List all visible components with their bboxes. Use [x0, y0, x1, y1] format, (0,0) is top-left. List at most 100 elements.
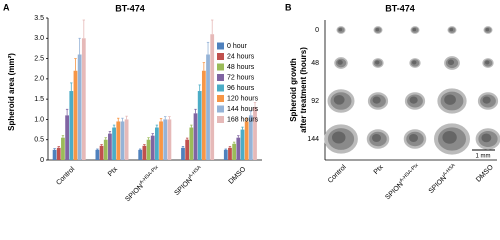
- spheroid-core: [481, 133, 492, 143]
- y-tick-label: 2.5: [34, 55, 44, 62]
- label-text: Ptx: [107, 165, 119, 177]
- bar: [206, 54, 210, 161]
- spheroid-core: [444, 94, 456, 105]
- bar: [95, 149, 100, 160]
- x-tick-label: SPIONA-HSA-Ptx: [383, 162, 422, 201]
- label-superscript: A-HSA: [442, 162, 458, 178]
- legend-label: 144 hours: [227, 106, 259, 113]
- bar: [185, 139, 190, 160]
- y-tick-label: 0: [40, 157, 44, 164]
- x-tick-label: Control: [327, 163, 348, 184]
- bar: [167, 119, 172, 160]
- legend-label: 96 hours: [227, 85, 255, 92]
- spheroid-core: [375, 28, 380, 32]
- bar: [69, 91, 74, 160]
- x-tick-label: SPIONA-HSA: [426, 162, 459, 195]
- x-tick-label: Ptx: [107, 165, 119, 177]
- legend-swatch: [217, 105, 224, 113]
- panel-title: BT-474: [385, 3, 415, 13]
- spheroid-core: [482, 96, 491, 104]
- spheroid-core: [442, 131, 457, 144]
- spheroid-core: [412, 28, 417, 32]
- y-tick-label: 1.0: [34, 116, 44, 123]
- label-text: Ptx: [373, 163, 385, 175]
- spheroid-core: [409, 96, 418, 104]
- bar: [112, 127, 116, 160]
- legend-swatch: [217, 116, 224, 123]
- bar: [108, 133, 112, 160]
- x-tick-label: SPIONA-HSA: [172, 164, 205, 197]
- label-text: Control: [55, 165, 76, 186]
- bar: [73, 70, 78, 160]
- bar: [146, 139, 151, 160]
- spheroid-core: [333, 95, 345, 105]
- legend-label: 0 hour: [227, 43, 248, 50]
- label-text: Control: [327, 163, 348, 184]
- x-tick-label: Control: [55, 165, 76, 186]
- figure: A B BT-474 BT-474 Spheroid area (mm²) Sp…: [3, 2, 500, 203]
- bar: [223, 149, 228, 160]
- label-superscript: A-HSA-Ptx: [139, 164, 161, 186]
- legend-swatch: [217, 63, 224, 71]
- bar: [181, 147, 185, 160]
- label-superscript: A-HSA-Ptx: [399, 162, 421, 184]
- bar: [81, 38, 86, 160]
- spheroid-core: [449, 28, 454, 32]
- spheroid-core: [412, 60, 417, 65]
- bar: [138, 149, 143, 160]
- bar: [244, 121, 249, 160]
- bar: [240, 129, 245, 160]
- bar: [124, 119, 129, 160]
- bar: [189, 127, 194, 160]
- label-text: DMSO: [228, 165, 248, 185]
- x-tick-label: Ptx: [373, 163, 385, 175]
- spheroid-core: [337, 60, 343, 65]
- bar: [52, 149, 57, 160]
- legend-swatch: [217, 84, 224, 92]
- spheroid-core: [338, 28, 343, 32]
- legend-swatch: [217, 42, 224, 50]
- panel-label: B: [285, 2, 292, 12]
- bar: [120, 121, 125, 160]
- bar: [248, 115, 253, 160]
- legend-swatch: [217, 74, 224, 81]
- spheroid-core: [375, 60, 380, 65]
- y-axis-label: after treatment (hours): [299, 47, 308, 133]
- legend-label: 168 hours: [227, 116, 259, 123]
- label-superscript: A-HSA: [188, 164, 204, 180]
- legend-label: 120 hours: [227, 95, 259, 102]
- legend-label: 24 hours: [227, 53, 255, 60]
- bar: [65, 115, 69, 160]
- bar: [159, 121, 163, 160]
- scale-label: 1 mm: [476, 154, 491, 160]
- x-tick-label: DMSO: [228, 165, 248, 185]
- bar: [61, 137, 65, 160]
- y-axis-label: Spheroid area (mm²): [7, 53, 16, 131]
- spheroid-core: [485, 28, 490, 32]
- legend-swatch: [217, 95, 224, 102]
- bar: [155, 127, 159, 160]
- bar: [193, 113, 198, 160]
- y-tick-label: 1.5: [34, 96, 44, 103]
- spheroid-core: [447, 59, 455, 66]
- y-tick-label: 2.0: [34, 76, 44, 83]
- row-label: 48: [311, 60, 319, 67]
- row-label: 0: [315, 27, 319, 34]
- panel-label: A: [3, 2, 10, 12]
- y-tick-label: 3.0: [34, 35, 44, 42]
- bar: [150, 135, 155, 160]
- legend-swatch: [217, 53, 224, 60]
- bar: [163, 119, 168, 160]
- bar: [253, 107, 257, 160]
- spheroid-core: [485, 60, 490, 65]
- x-tick-label: SPIONA-HSA-Ptx: [123, 164, 162, 203]
- bar: [103, 139, 108, 160]
- label-text: DMSO: [475, 163, 495, 183]
- chart-title: BT-474: [115, 3, 145, 13]
- bar: [201, 70, 206, 160]
- bar: [77, 54, 82, 161]
- bar: [116, 121, 121, 160]
- bar: [197, 91, 202, 160]
- row-label: 92: [311, 98, 319, 105]
- y-tick-label: 3.5: [34, 15, 44, 22]
